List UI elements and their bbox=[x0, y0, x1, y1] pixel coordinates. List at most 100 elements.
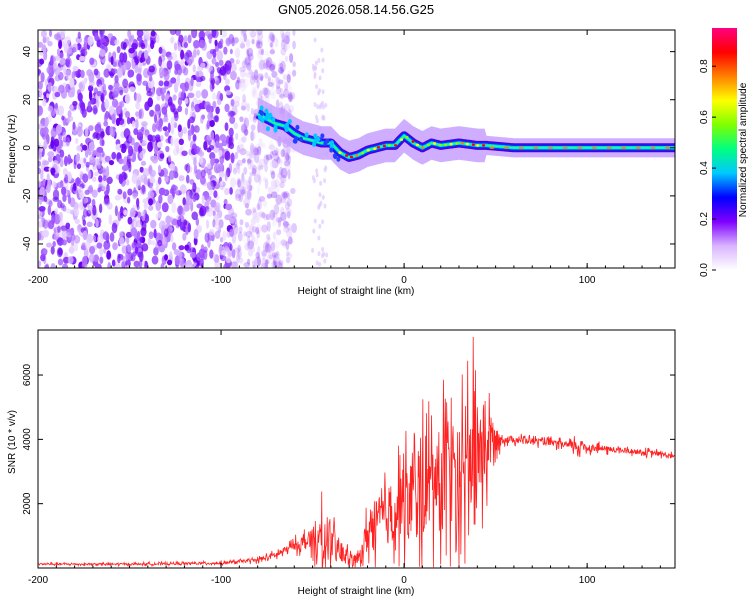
noise-blob bbox=[193, 236, 198, 246]
ridge-blob bbox=[329, 143, 334, 149]
noise-blob bbox=[263, 62, 268, 70]
spectrogram-heat-layer bbox=[38, 30, 675, 268]
noise-blob bbox=[269, 49, 275, 55]
noise-blob bbox=[166, 259, 173, 266]
ridge-hotspot bbox=[382, 144, 386, 148]
noise-blob bbox=[167, 55, 173, 61]
noise-blob bbox=[92, 234, 97, 243]
ridge-hotspot bbox=[338, 151, 342, 154]
noise-blob bbox=[292, 40, 296, 50]
noise-blob bbox=[264, 162, 268, 173]
spectrogram-y-ticks: -40 -20 0 20 40 bbox=[22, 46, 675, 251]
noise-blob bbox=[261, 249, 268, 257]
noise-blob bbox=[287, 168, 291, 180]
noise-blob bbox=[321, 100, 325, 106]
noise-blob bbox=[239, 219, 244, 226]
noise-blob bbox=[204, 232, 210, 243]
snr-x-label: Height of straight line (km) bbox=[298, 586, 415, 597]
noise-blob bbox=[127, 69, 135, 78]
noise-blob bbox=[171, 242, 177, 251]
noise-blob bbox=[267, 34, 273, 44]
noise-blob bbox=[182, 126, 188, 135]
noise-blob bbox=[42, 248, 48, 255]
noise-blob bbox=[80, 49, 88, 57]
noise-blob bbox=[76, 163, 82, 170]
noise-blob bbox=[76, 177, 80, 187]
noise-blob bbox=[82, 230, 88, 241]
noise-blob bbox=[237, 143, 243, 150]
noise-blob bbox=[267, 211, 274, 221]
noise-blob bbox=[230, 152, 235, 164]
noise-blob bbox=[57, 258, 64, 266]
noise-blob bbox=[98, 203, 103, 214]
noise-blob bbox=[93, 107, 98, 114]
noise-blob bbox=[110, 55, 114, 66]
noise-blob bbox=[257, 50, 264, 61]
noise-blob bbox=[189, 251, 196, 258]
noise-blob bbox=[216, 50, 224, 62]
noise-blob bbox=[201, 89, 209, 99]
noise-blob bbox=[268, 88, 276, 96]
noise-blob bbox=[240, 123, 248, 134]
noise-blob bbox=[122, 191, 127, 200]
noise-blob bbox=[62, 168, 68, 176]
noise-blob bbox=[276, 79, 284, 85]
noise-blob bbox=[41, 44, 47, 55]
noise-blob bbox=[99, 256, 104, 265]
noise-blob bbox=[283, 34, 291, 45]
noise-blob bbox=[183, 219, 188, 226]
noise-blob bbox=[123, 128, 131, 139]
noise-blob bbox=[63, 155, 68, 167]
noise-blob bbox=[101, 179, 107, 191]
noise-blob bbox=[237, 179, 241, 188]
noise-blob bbox=[206, 119, 211, 130]
noise-blob bbox=[54, 91, 61, 98]
noise-blob bbox=[177, 97, 183, 106]
noise-blob bbox=[39, 210, 43, 218]
noise-blob bbox=[141, 220, 147, 232]
noise-blob bbox=[195, 81, 202, 87]
noise-blob bbox=[279, 87, 284, 94]
noise-blob bbox=[283, 190, 290, 199]
noise-blob bbox=[69, 77, 75, 88]
noise-blob bbox=[239, 79, 246, 89]
noise-blob bbox=[239, 43, 246, 49]
noise-blob bbox=[250, 217, 257, 226]
noise-blob bbox=[172, 108, 179, 115]
noise-blob bbox=[213, 158, 220, 164]
snr-y-label: SNR (10 * v/v) bbox=[7, 410, 18, 474]
ridge-blob bbox=[329, 147, 334, 153]
noise-blob bbox=[315, 118, 319, 124]
noise-blob bbox=[245, 208, 252, 216]
noise-blob bbox=[88, 253, 95, 263]
noise-blob bbox=[288, 239, 295, 245]
noise-blob bbox=[77, 31, 81, 40]
noise-blob bbox=[164, 130, 169, 137]
noise-blob bbox=[183, 35, 188, 43]
noise-blob bbox=[38, 41, 44, 48]
noise-blob bbox=[224, 122, 229, 132]
ridge-hotspot bbox=[460, 141, 464, 145]
noise-blob bbox=[239, 143, 245, 152]
noise-blob bbox=[85, 240, 91, 251]
noise-blob bbox=[128, 134, 133, 143]
noise-blob bbox=[131, 173, 138, 185]
noise-blob bbox=[285, 162, 291, 171]
noise-blob bbox=[215, 106, 220, 115]
noise-blob bbox=[280, 239, 287, 246]
noise-blob bbox=[315, 168, 319, 174]
noise-blob bbox=[108, 84, 113, 91]
noise-blob bbox=[205, 104, 212, 113]
noise-blob bbox=[67, 194, 71, 205]
noise-blob bbox=[234, 79, 241, 90]
noise-blob bbox=[154, 104, 161, 112]
ridge-hotspot bbox=[650, 146, 656, 149]
noise-blob bbox=[95, 218, 99, 228]
noise-blob bbox=[255, 39, 261, 50]
noise-blob bbox=[280, 148, 286, 158]
ridge-blob bbox=[316, 136, 321, 142]
noise-blob bbox=[86, 221, 93, 228]
ridge-blob bbox=[271, 117, 276, 123]
noise-blob bbox=[255, 147, 259, 154]
noise-blob bbox=[92, 176, 97, 182]
